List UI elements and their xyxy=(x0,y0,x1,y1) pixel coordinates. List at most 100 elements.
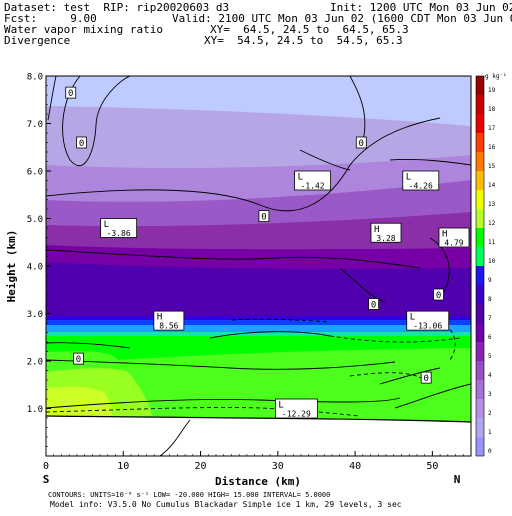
label-zero: 0 xyxy=(79,139,84,149)
contour-dashed xyxy=(439,319,456,361)
label-value: -1.42 xyxy=(301,182,325,191)
label-value: 4.79 xyxy=(444,239,463,248)
label-box xyxy=(355,136,367,149)
label-zero: 0 xyxy=(436,291,441,301)
header-dataset: Dataset: test RIP: rip20020603 d3 xyxy=(4,1,230,14)
terrain-area xyxy=(46,416,471,456)
footer-contours: CONTOURS: UNITS=10⁻⁶ s⁻¹ LOW= -20.000 HI… xyxy=(48,491,330,499)
colorbar-swatch xyxy=(476,285,484,304)
contour-solid xyxy=(159,419,191,456)
header-xy2: XY= 54.5, 24.5 to 54.5, 65.3 xyxy=(204,34,403,47)
contour-solid xyxy=(46,397,401,409)
label-box xyxy=(294,170,331,191)
y-tick-label: 3.0 xyxy=(27,310,43,320)
y-tick-label: 4.0 xyxy=(27,263,43,273)
contour-solid xyxy=(46,359,396,370)
label-box xyxy=(76,136,87,149)
label-letter: H xyxy=(157,313,162,323)
colorbar-swatch xyxy=(476,361,484,380)
label-zero: 0 xyxy=(423,374,428,384)
x-axis-label: Distance (km) xyxy=(215,475,301,488)
colorbar-unit-label: g kg⁻¹ xyxy=(485,73,507,80)
colorbar-swatch xyxy=(476,228,484,247)
colorbar-swatch xyxy=(476,209,484,228)
label-box xyxy=(153,310,185,331)
colorbar-swatch xyxy=(476,380,484,399)
label-zero: 0 xyxy=(261,213,266,223)
colorbar-level-label: 10 xyxy=(488,258,496,265)
label-box xyxy=(406,310,450,331)
left-end-label: S xyxy=(43,473,50,486)
footer-model: Model info: V3.5.0 No Cumulus Blackadar … xyxy=(50,500,402,509)
label-box xyxy=(420,371,432,384)
contour-lines xyxy=(46,76,471,456)
header-xy1: XY= 64.5, 24.5 to 64.5, 65.3 xyxy=(210,23,409,36)
colorbar-level-label: 2 xyxy=(488,410,492,417)
x-tick-label: 40 xyxy=(349,461,361,472)
colorbar-level-label: 19 xyxy=(488,87,496,94)
colorbar-swatch xyxy=(476,437,484,456)
colorbar-frame xyxy=(475,75,485,457)
label-box xyxy=(370,222,402,243)
colorbar-swatch xyxy=(476,76,484,95)
moisture-band xyxy=(46,386,112,416)
colorbar-level-label: 13 xyxy=(488,201,496,208)
colorbar-level-label: 8 xyxy=(488,296,492,303)
contour-solid xyxy=(46,117,441,212)
contour-solid xyxy=(46,249,421,269)
label-box xyxy=(73,352,84,365)
colorbar-swatch xyxy=(476,323,484,342)
contour-dashed xyxy=(231,318,331,323)
colorbar-level-label: 14 xyxy=(488,182,496,189)
colorbar-level-label: 4 xyxy=(488,372,492,379)
label-letter: L xyxy=(410,313,415,323)
label-value: 8.56 xyxy=(159,322,178,331)
contour-dashed xyxy=(46,407,361,417)
label-box xyxy=(438,227,470,248)
label-zero: 0 xyxy=(359,139,364,149)
header-fcst: Fcst: 9.00 xyxy=(4,12,97,25)
colorbar-level-label: 1 xyxy=(488,429,492,436)
colorbar-level-label: 16 xyxy=(488,144,496,151)
label-box xyxy=(274,398,318,419)
x-tick-label: 30 xyxy=(272,461,284,472)
colorbar-level-label: 5 xyxy=(488,353,492,360)
label-box xyxy=(402,170,440,191)
colorbar-level-label: 3 xyxy=(488,391,492,398)
contour-solid xyxy=(339,267,386,303)
label-letter: L xyxy=(298,173,303,183)
label-box xyxy=(65,86,77,99)
colorbar-swatch xyxy=(476,399,484,418)
label-letter: L xyxy=(406,173,411,183)
contour-solid xyxy=(379,367,441,385)
colorbar-swatch xyxy=(476,247,484,266)
colorbar-level-label: 9 xyxy=(488,277,492,284)
label-zero: 0 xyxy=(68,89,73,99)
colorbar-swatch xyxy=(476,342,484,361)
contour-solid xyxy=(62,76,131,167)
contour-dashed xyxy=(349,372,426,381)
colorbar-level-label: 7 xyxy=(488,315,492,322)
label-box xyxy=(100,218,138,238)
colorbar-swatch xyxy=(476,95,484,114)
shaded-field xyxy=(46,76,471,456)
colorbar-level-label: 15 xyxy=(488,163,496,170)
y-axis-label: Height (km) xyxy=(5,230,18,303)
label-box xyxy=(258,210,270,223)
label-value: -13.06 xyxy=(413,322,442,331)
colorbar-swatch xyxy=(476,304,484,323)
x-tick-label: 50 xyxy=(426,461,438,472)
label-letter: H xyxy=(374,225,379,235)
label-value: -4.26 xyxy=(409,182,433,191)
contour-solid xyxy=(209,331,331,339)
label-value: -3.86 xyxy=(107,229,131,238)
label-value: -12.29 xyxy=(282,410,311,419)
x-tick-label: 0 xyxy=(43,461,49,472)
label-letter: L xyxy=(104,220,109,230)
colorbar-level-label: 6 xyxy=(488,334,492,341)
x-tick-label: 10 xyxy=(117,461,129,472)
label-box xyxy=(368,298,380,310)
contour-solid xyxy=(299,149,351,171)
y-tick-label: 1.0 xyxy=(27,405,43,415)
